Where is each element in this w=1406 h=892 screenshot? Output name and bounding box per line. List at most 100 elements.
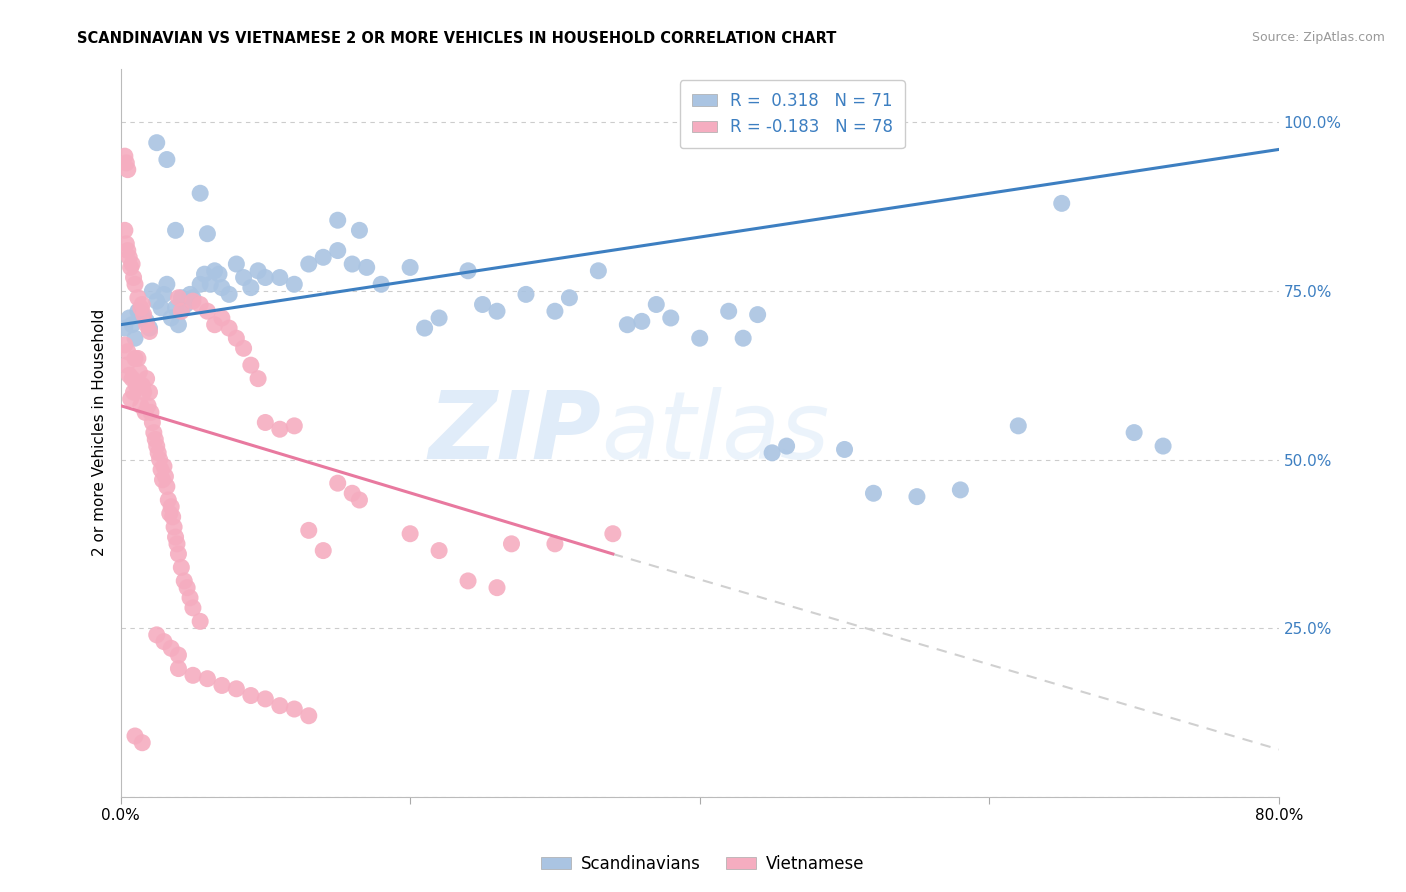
Point: [1050, 196, 1073, 211]
Point: [167, 291, 190, 305]
Point: [173, 574, 195, 588]
Point: [630, 314, 652, 328]
Point: [156, 153, 179, 167]
Point: [159, 507, 181, 521]
Point: [114, 149, 136, 163]
Point: [342, 486, 364, 500]
Point: [124, 277, 146, 292]
Point: [150, 301, 173, 315]
Point: [152, 473, 174, 487]
Point: [153, 459, 176, 474]
Point: [283, 702, 305, 716]
Point: [174, 297, 197, 311]
Point: [225, 331, 247, 345]
Point: [145, 628, 167, 642]
Point: [1152, 439, 1174, 453]
Point: [145, 294, 167, 309]
Point: [124, 729, 146, 743]
Point: [544, 304, 567, 318]
Y-axis label: 2 or more Vehicles in Household: 2 or more Vehicles in Household: [93, 309, 107, 557]
Point: [349, 223, 371, 237]
Point: [188, 186, 211, 201]
Point: [162, 509, 184, 524]
Point: [127, 351, 149, 366]
Point: [197, 227, 219, 241]
Point: [225, 257, 247, 271]
Point: [602, 526, 624, 541]
Point: [121, 372, 143, 386]
Point: [1326, 247, 1348, 261]
Point: [188, 297, 211, 311]
Point: [193, 267, 215, 281]
Point: [163, 520, 186, 534]
Point: [269, 422, 291, 436]
Point: [211, 310, 233, 325]
Point: [427, 310, 450, 325]
Point: [167, 662, 190, 676]
Point: [349, 493, 371, 508]
Point: [689, 331, 711, 345]
Point: [239, 689, 262, 703]
Point: [225, 681, 247, 696]
Point: [717, 304, 740, 318]
Point: [131, 308, 153, 322]
Legend: R =  0.318   N = 71, R = -0.183   N = 78: R = 0.318 N = 71, R = -0.183 N = 78: [681, 80, 904, 148]
Point: [131, 378, 153, 392]
Point: [197, 304, 219, 318]
Point: [1296, 240, 1319, 254]
Point: [544, 537, 567, 551]
Point: [356, 260, 378, 275]
Point: [153, 287, 176, 301]
Point: [269, 270, 291, 285]
Point: [170, 304, 193, 318]
Text: SCANDINAVIAN VS VIETNAMESE 2 OR MORE VEHICLES IN HOUSEHOLD CORRELATION CHART: SCANDINAVIAN VS VIETNAMESE 2 OR MORE VEH…: [77, 31, 837, 46]
Point: [121, 257, 143, 271]
Point: [120, 260, 142, 275]
Point: [399, 526, 422, 541]
Point: [170, 560, 193, 574]
Point: [326, 476, 349, 491]
Point: [167, 547, 190, 561]
Point: [471, 297, 494, 311]
Point: [142, 425, 165, 440]
Point: [211, 280, 233, 294]
Point: [312, 250, 335, 264]
Point: [129, 399, 152, 413]
Point: [188, 277, 211, 292]
Point: [204, 318, 226, 332]
Point: [160, 641, 183, 656]
Point: [124, 351, 146, 366]
Point: [179, 591, 201, 605]
Point: [558, 291, 581, 305]
Point: [232, 270, 254, 285]
Point: [298, 257, 321, 271]
Legend: Scandinavians, Vietnamese: Scandinavians, Vietnamese: [534, 848, 872, 880]
Point: [269, 698, 291, 713]
Point: [197, 672, 219, 686]
Point: [457, 574, 479, 588]
Point: [326, 213, 349, 227]
Point: [179, 287, 201, 301]
Point: [141, 284, 163, 298]
Point: [146, 446, 169, 460]
Point: [165, 223, 187, 237]
Point: [761, 446, 783, 460]
Point: [181, 294, 204, 309]
Point: [157, 493, 180, 508]
Point: [616, 318, 638, 332]
Point: [515, 287, 537, 301]
Point: [485, 581, 508, 595]
Point: [283, 418, 305, 433]
Point: [117, 244, 139, 258]
Point: [239, 358, 262, 372]
Text: Source: ZipAtlas.com: Source: ZipAtlas.com: [1251, 31, 1385, 45]
Point: [747, 308, 769, 322]
Text: atlas: atlas: [602, 387, 830, 478]
Point: [124, 331, 146, 345]
Point: [326, 244, 349, 258]
Point: [232, 341, 254, 355]
Point: [139, 405, 162, 419]
Point: [145, 439, 167, 453]
Point: [218, 287, 240, 301]
Point: [208, 267, 231, 281]
